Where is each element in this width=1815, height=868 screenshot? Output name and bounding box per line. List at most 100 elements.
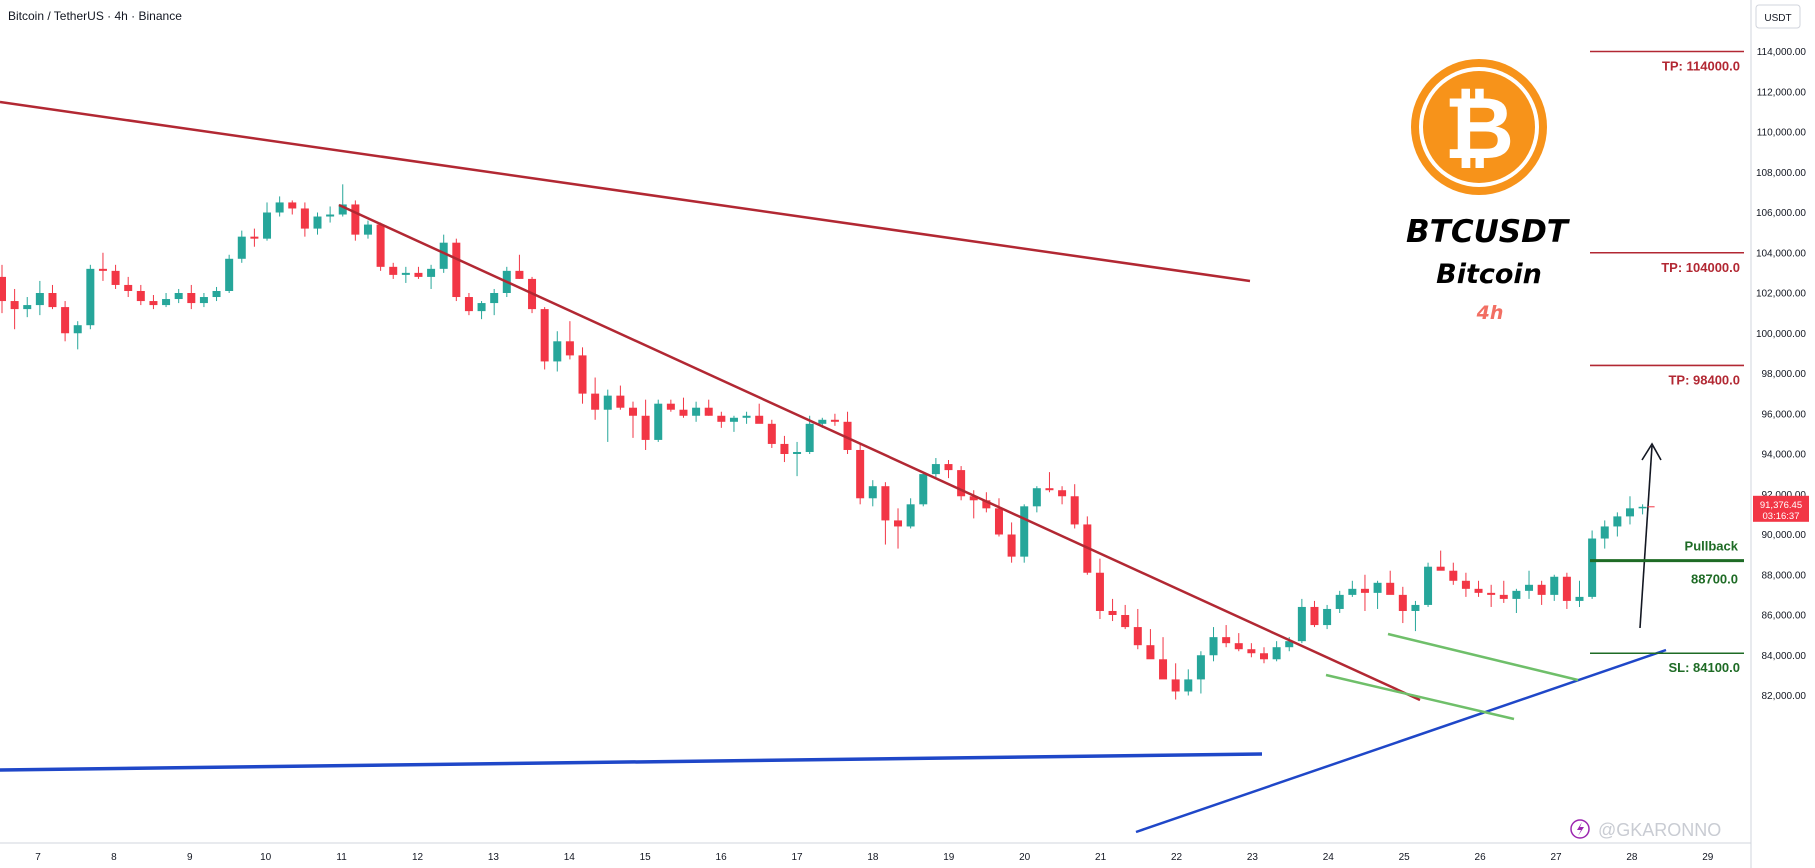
candle-body <box>389 266 398 275</box>
price-tick-label: 86,000.00 <box>1762 611 1807 622</box>
candle <box>313 212 322 235</box>
candle <box>1537 580 1546 605</box>
candle <box>1196 651 1205 694</box>
candle <box>237 230 246 263</box>
candle-body <box>300 208 309 229</box>
candle-body <box>666 403 675 410</box>
candle <box>1222 625 1231 648</box>
candle-body <box>1411 604 1420 611</box>
level-label: TP: 98400.0 <box>1668 372 1740 387</box>
candle <box>263 202 272 241</box>
currency-label: USDT <box>1764 13 1791 24</box>
candle-body <box>351 204 360 235</box>
candle <box>48 284 57 310</box>
price-level[interactable]: TP: 104000.0 <box>1590 251 1744 275</box>
candle-body <box>10 301 19 310</box>
time-tick-label: 16 <box>716 852 728 863</box>
time-tick-label: 18 <box>867 852 879 863</box>
candle <box>894 508 903 549</box>
green-channel-lower-line[interactable] <box>1325 673 1515 721</box>
price-tick-label: 96,000.00 <box>1762 409 1807 420</box>
candle <box>1045 472 1054 493</box>
candle-body <box>1272 647 1281 660</box>
candle-body <box>1487 592 1496 595</box>
candle <box>1436 550 1445 571</box>
candle-body <box>162 299 171 306</box>
target-arrow-line[interactable] <box>1639 445 1653 629</box>
descending-red-trendline[interactable] <box>338 203 1421 702</box>
candle-body <box>490 293 499 304</box>
candle-body <box>439 242 448 269</box>
candle-body <box>906 504 915 527</box>
candle <box>1386 570 1395 595</box>
candle-body <box>1323 608 1332 626</box>
candle <box>401 266 410 283</box>
candle-body <box>401 272 410 275</box>
horizontal-blue-support-line[interactable] <box>0 752 1263 772</box>
bitcoin-logo: ₿ <box>1411 59 1547 195</box>
price-axis[interactable]: 82,000.00 84,000.00 86,000.00 88,000.00 90,0… <box>1647 0 1809 868</box>
green-channel-upper-line[interactable] <box>1387 632 1579 682</box>
time-tick-label: 28 <box>1626 852 1638 863</box>
candle-body <box>1398 594 1407 611</box>
candle-body <box>98 268 107 271</box>
candle-body <box>1070 496 1079 525</box>
candle <box>1133 608 1142 650</box>
candle <box>1095 558 1104 620</box>
price-level[interactable]: TP: 98400.0 <box>1590 364 1744 387</box>
candle-body <box>313 216 322 229</box>
candle-body <box>136 290 145 302</box>
price-level[interactable]: TP: 114000.0 <box>1590 50 1744 74</box>
candle <box>906 498 915 529</box>
long-red-trendline[interactable] <box>0 100 1251 283</box>
candle <box>363 220 372 239</box>
candle <box>553 331 562 372</box>
candle <box>1297 598 1306 644</box>
time-tick-label: 15 <box>640 852 652 863</box>
time-axis[interactable]: 7 8 9 10 11 12 13 14 15 16 17 18 19 20 21 22 23 24 25 26 27 2… <box>0 842 1751 863</box>
candle <box>565 321 574 360</box>
candle-body <box>780 443 789 454</box>
candle <box>780 435 789 463</box>
candle-body <box>616 395 625 408</box>
candle <box>830 413 839 426</box>
candle-body <box>48 293 57 308</box>
candle-body <box>717 415 726 422</box>
candle-body <box>830 419 839 422</box>
candle <box>162 293 171 308</box>
candle-body <box>363 224 372 235</box>
currency-box[interactable] <box>1755 4 1801 29</box>
candle-body <box>1436 566 1445 571</box>
candle <box>1512 588 1521 613</box>
candle <box>1323 604 1332 630</box>
candle <box>666 399 675 412</box>
candle <box>1411 600 1420 632</box>
watermark-text: @GKARONNO <box>1598 820 1721 840</box>
candle-body <box>1474 588 1483 593</box>
candle-body <box>86 268 95 326</box>
candle-body <box>23 305 32 310</box>
candle <box>591 377 600 420</box>
price-tick-label: 90,000.00 <box>1762 530 1807 541</box>
candle-body <box>1335 594 1344 609</box>
candle <box>1184 669 1193 696</box>
candle-body <box>174 293 183 300</box>
price-tick-label: 110,000.00 <box>1757 128 1807 139</box>
candle-body <box>994 508 1003 535</box>
candle-body <box>540 309 549 362</box>
candle <box>174 288 183 304</box>
candle-body <box>414 272 423 277</box>
candle <box>616 385 625 410</box>
candle-body <box>1373 582 1382 593</box>
price-level[interactable]: Pullback 88700.0 <box>1590 539 1744 587</box>
candle-body <box>565 341 574 356</box>
candle <box>1058 486 1067 505</box>
price-level[interactable]: SL: 84100.0 <box>1590 652 1744 675</box>
lightning-icon[interactable] <box>1570 819 1590 839</box>
candle <box>1449 562 1458 585</box>
target-arrow-head <box>1641 442 1662 461</box>
bitcoin-logo-core <box>1423 71 1535 183</box>
time-tick-label: 22 <box>1171 852 1183 863</box>
candle <box>1461 572 1470 597</box>
